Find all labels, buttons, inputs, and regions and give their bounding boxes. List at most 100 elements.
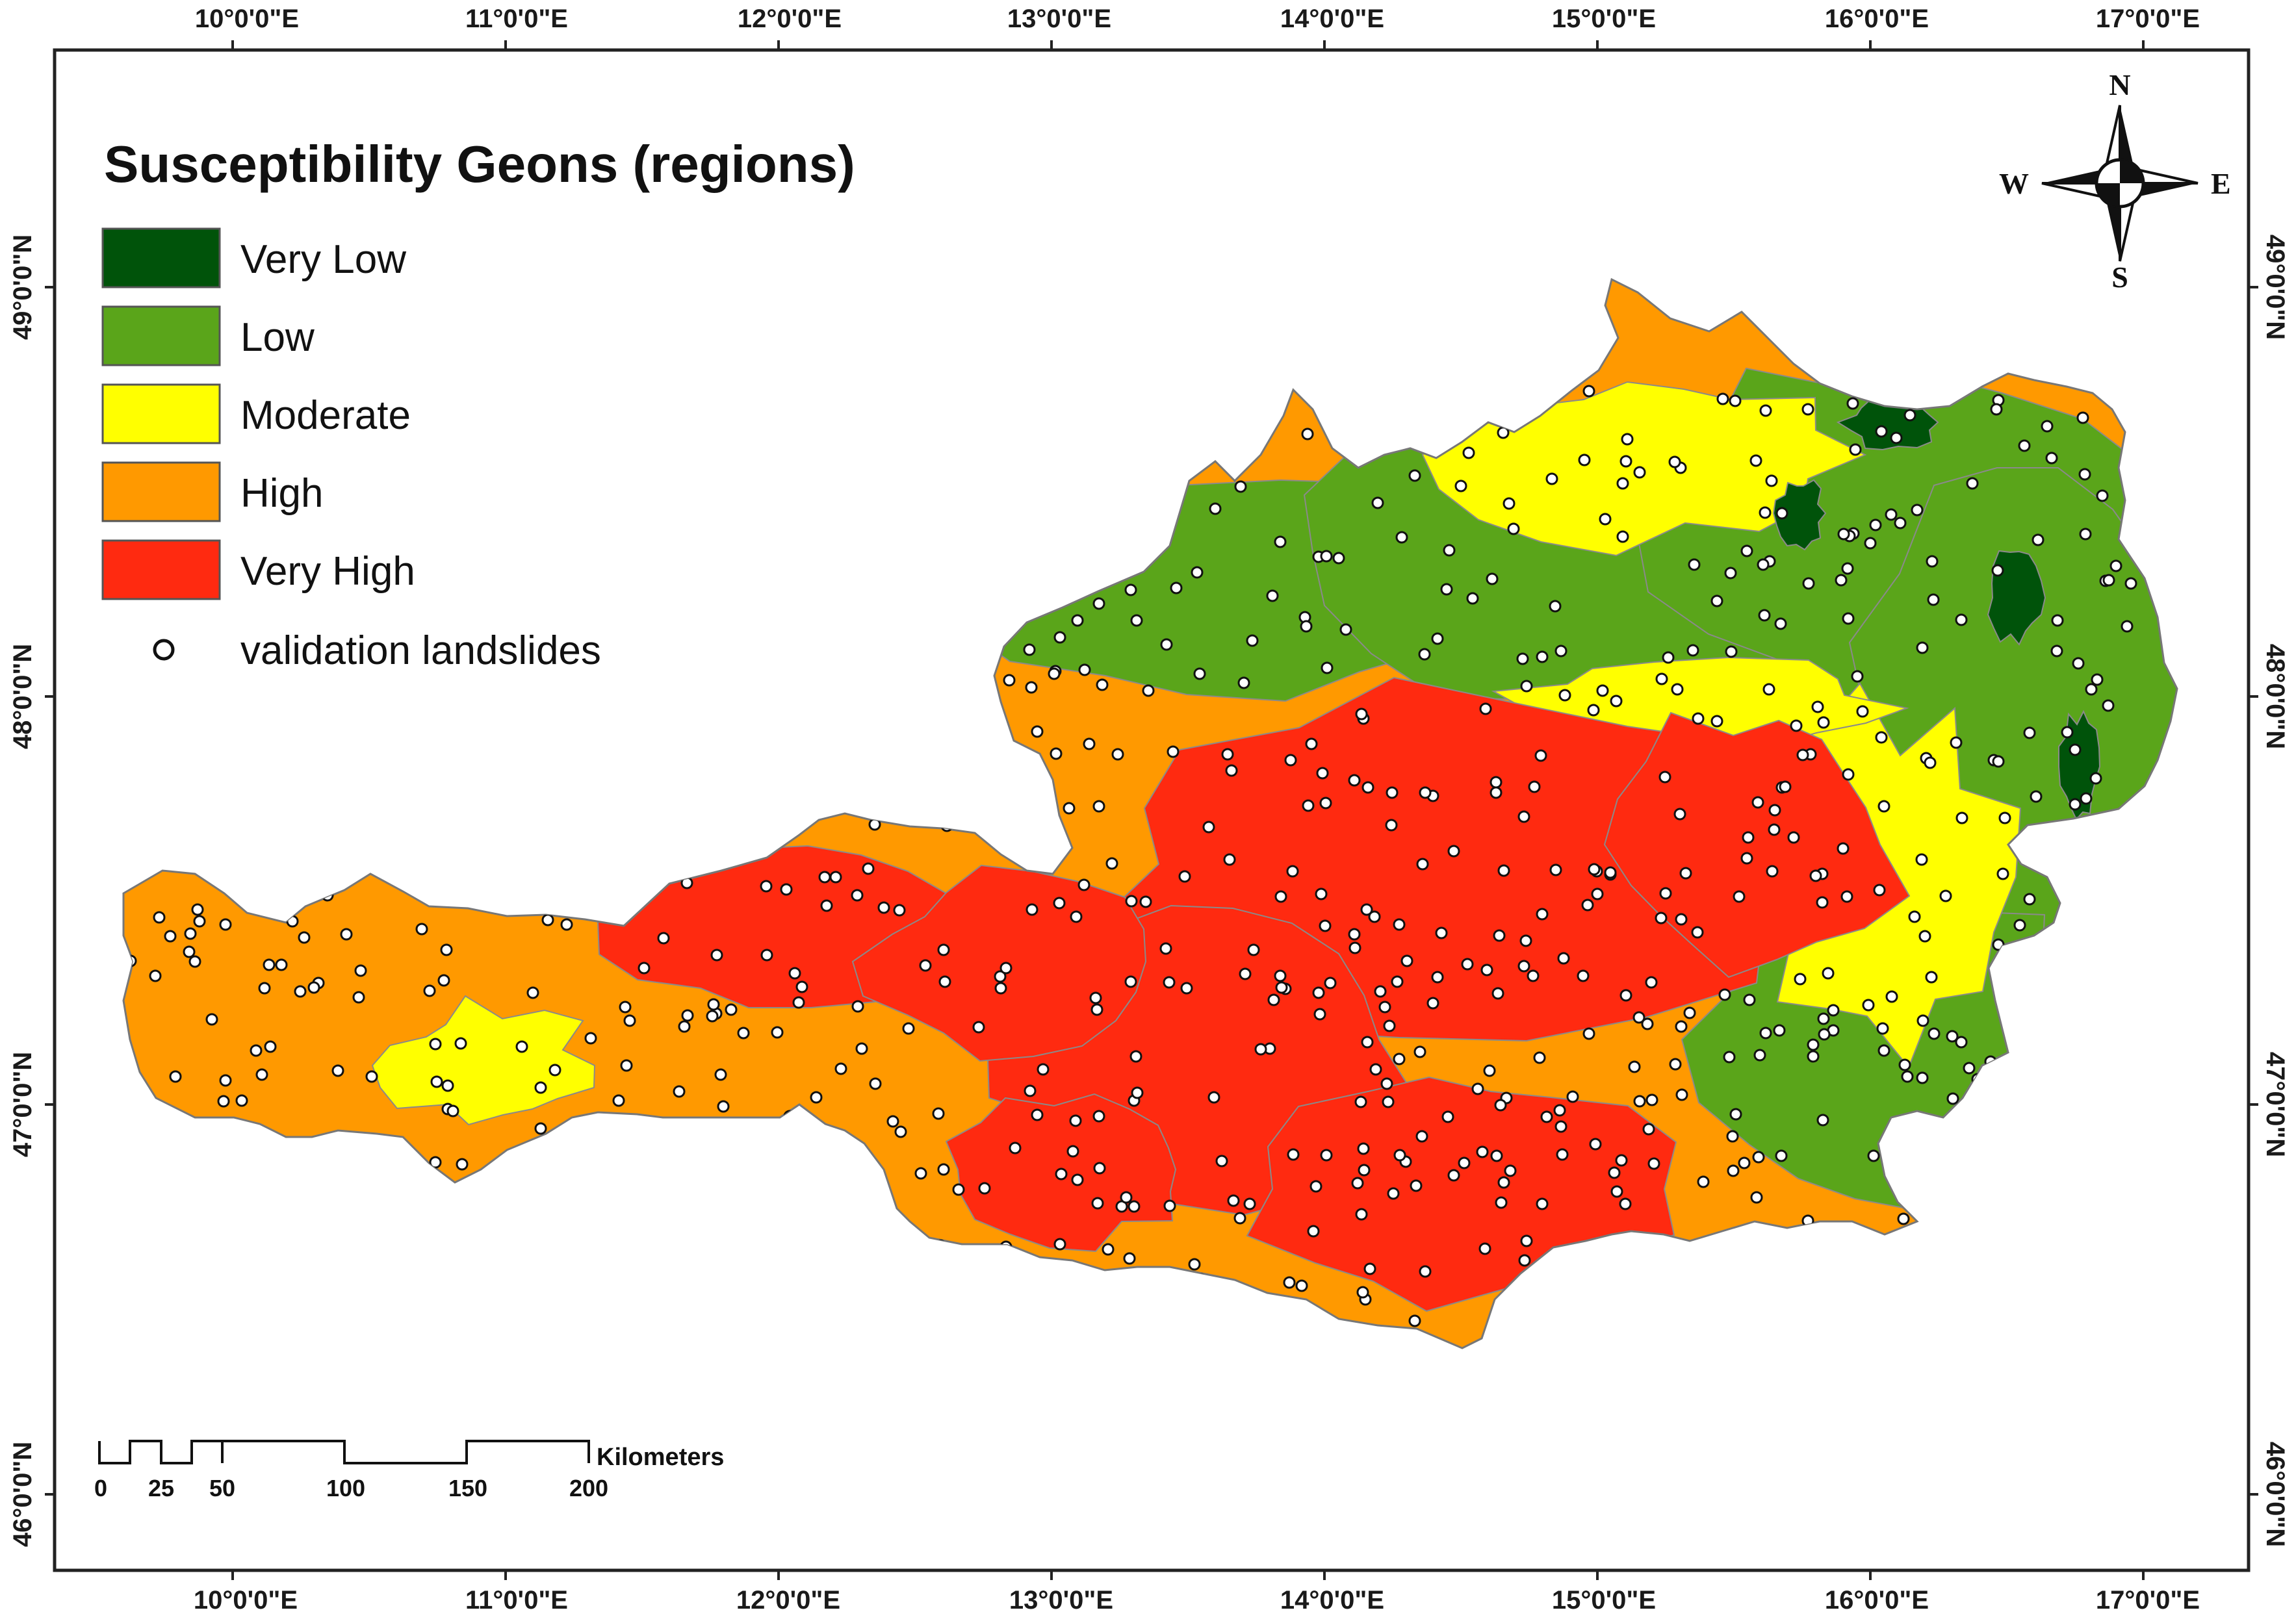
landslide-point [1274, 535, 1287, 548]
landslide-point [1659, 887, 1672, 900]
landslide-point [1577, 969, 1590, 982]
landslide-point [1807, 1050, 1820, 1063]
compass-south: S [2111, 261, 2128, 294]
landslide-point [1426, 997, 1439, 1010]
landslide-point [1520, 1234, 1533, 1247]
landslide-point [1466, 592, 1479, 605]
landslide-point [294, 985, 307, 998]
legend: Susceptibility Geons (regions) Very Low … [101, 135, 855, 673]
landslide-point [1471, 1082, 1484, 1095]
landslide-point [1528, 780, 1541, 793]
landslide-point [1642, 1123, 1655, 1136]
landslide-point [1419, 786, 1432, 799]
landslide-point [1875, 731, 1888, 744]
landslide-point [429, 1038, 442, 1051]
landslide-point [1966, 477, 1979, 490]
landslide-point [1207, 1091, 1220, 1104]
legend-label-very-low: Very Low [240, 237, 406, 282]
region-very-low [2058, 709, 2101, 821]
landslide-point [1295, 1279, 1308, 1292]
landslide-point [1078, 663, 1091, 676]
landslide-point [1351, 1177, 1364, 1190]
graticule-ticks [45, 40, 2258, 1580]
lon-label-top: 12°0'0"E [738, 5, 842, 33]
landslide-point [1727, 1164, 1740, 1177]
landslide-point [1794, 973, 1807, 986]
landslide-point [1239, 967, 1252, 980]
landslide-point [1393, 1053, 1406, 1066]
landslide-point [1645, 1093, 1658, 1106]
landslide-point [1215, 1155, 1228, 1168]
landslide-point [1131, 1086, 1144, 1099]
landslide-point [1581, 899, 1594, 912]
lon-label-top: 15°0'0"E [1552, 5, 1656, 33]
landslide-point [1768, 823, 1781, 836]
landslide-point [219, 918, 232, 931]
landslide-point [1286, 865, 1299, 878]
landslide-point [153, 911, 166, 924]
landslide-point [1319, 797, 1332, 810]
landslide-point [1658, 771, 1671, 784]
landslide-point [1128, 1200, 1141, 1213]
landslide-point [657, 932, 670, 945]
landslide-point [205, 1013, 218, 1026]
landslide-point [2109, 559, 2122, 572]
landslide-point [1894, 517, 1907, 530]
landslide-point [1536, 1197, 1549, 1210]
landslide-point [1490, 1149, 1503, 1162]
landslide-point [1916, 641, 1929, 654]
landslide-point [2124, 577, 2137, 590]
lat-label-right: 46°0'0"N [2261, 1442, 2290, 1547]
landslide-point [1615, 1154, 1628, 1167]
lat-label-left: 46°0'0"N [8, 1442, 37, 1547]
landslide-point [1111, 748, 1124, 761]
landslide-point [1775, 1149, 1788, 1162]
landslide-point [534, 1122, 547, 1135]
landslide-point [1955, 1036, 1968, 1049]
landslide-point [217, 1095, 230, 1108]
landslide-point [1050, 747, 1063, 760]
landslide-point [1809, 869, 1822, 882]
landslide-point [1762, 683, 1775, 696]
landslide-point [1517, 810, 1530, 823]
landslide-point [1915, 853, 1928, 866]
landslide-point [994, 982, 1007, 995]
landslide-point [1753, 1049, 1766, 1062]
legend-swatch-very-low [101, 227, 221, 288]
landslide-point [541, 913, 554, 926]
landslide-point [1418, 648, 1431, 661]
landslide-point [1313, 1008, 1326, 1021]
landslide-point [1873, 884, 1886, 897]
landslide-point [1790, 719, 1803, 732]
landslide-point [1897, 1212, 1910, 1225]
landslide-point [1686, 644, 1699, 657]
landslide-point [937, 1163, 950, 1176]
landslide-point [1675, 913, 1688, 926]
landslide-point [1691, 926, 1704, 939]
landslide-point [1998, 811, 2011, 824]
landslide-point [1461, 958, 1474, 971]
landslide-point [994, 970, 1007, 983]
landslide-point [1647, 1157, 1660, 1170]
landslide-point [1490, 786, 1503, 799]
landslide-point [937, 943, 950, 956]
landslide-point [1840, 890, 1853, 903]
landslide-point [1163, 1199, 1176, 1212]
landslide-point [780, 883, 793, 896]
landslide-point [184, 927, 197, 940]
landslide-point [1633, 1095, 1646, 1108]
landslide-point [1662, 651, 1675, 664]
landslide-point [264, 1040, 277, 1053]
landslide-point [1320, 1149, 1333, 1162]
landslide-point [1619, 455, 1632, 468]
landslide-point [2091, 673, 2104, 686]
landslide-point [454, 1037, 467, 1050]
landslide-point [1842, 612, 1855, 625]
landslide-point [1320, 550, 1333, 563]
landslide-point [1491, 987, 1504, 1000]
landslide-point [2041, 420, 2054, 433]
landslide-point [2013, 919, 2026, 932]
landslide-point [612, 1094, 625, 1107]
landslide-point [1924, 756, 1937, 769]
landslide-point [1890, 431, 1903, 444]
